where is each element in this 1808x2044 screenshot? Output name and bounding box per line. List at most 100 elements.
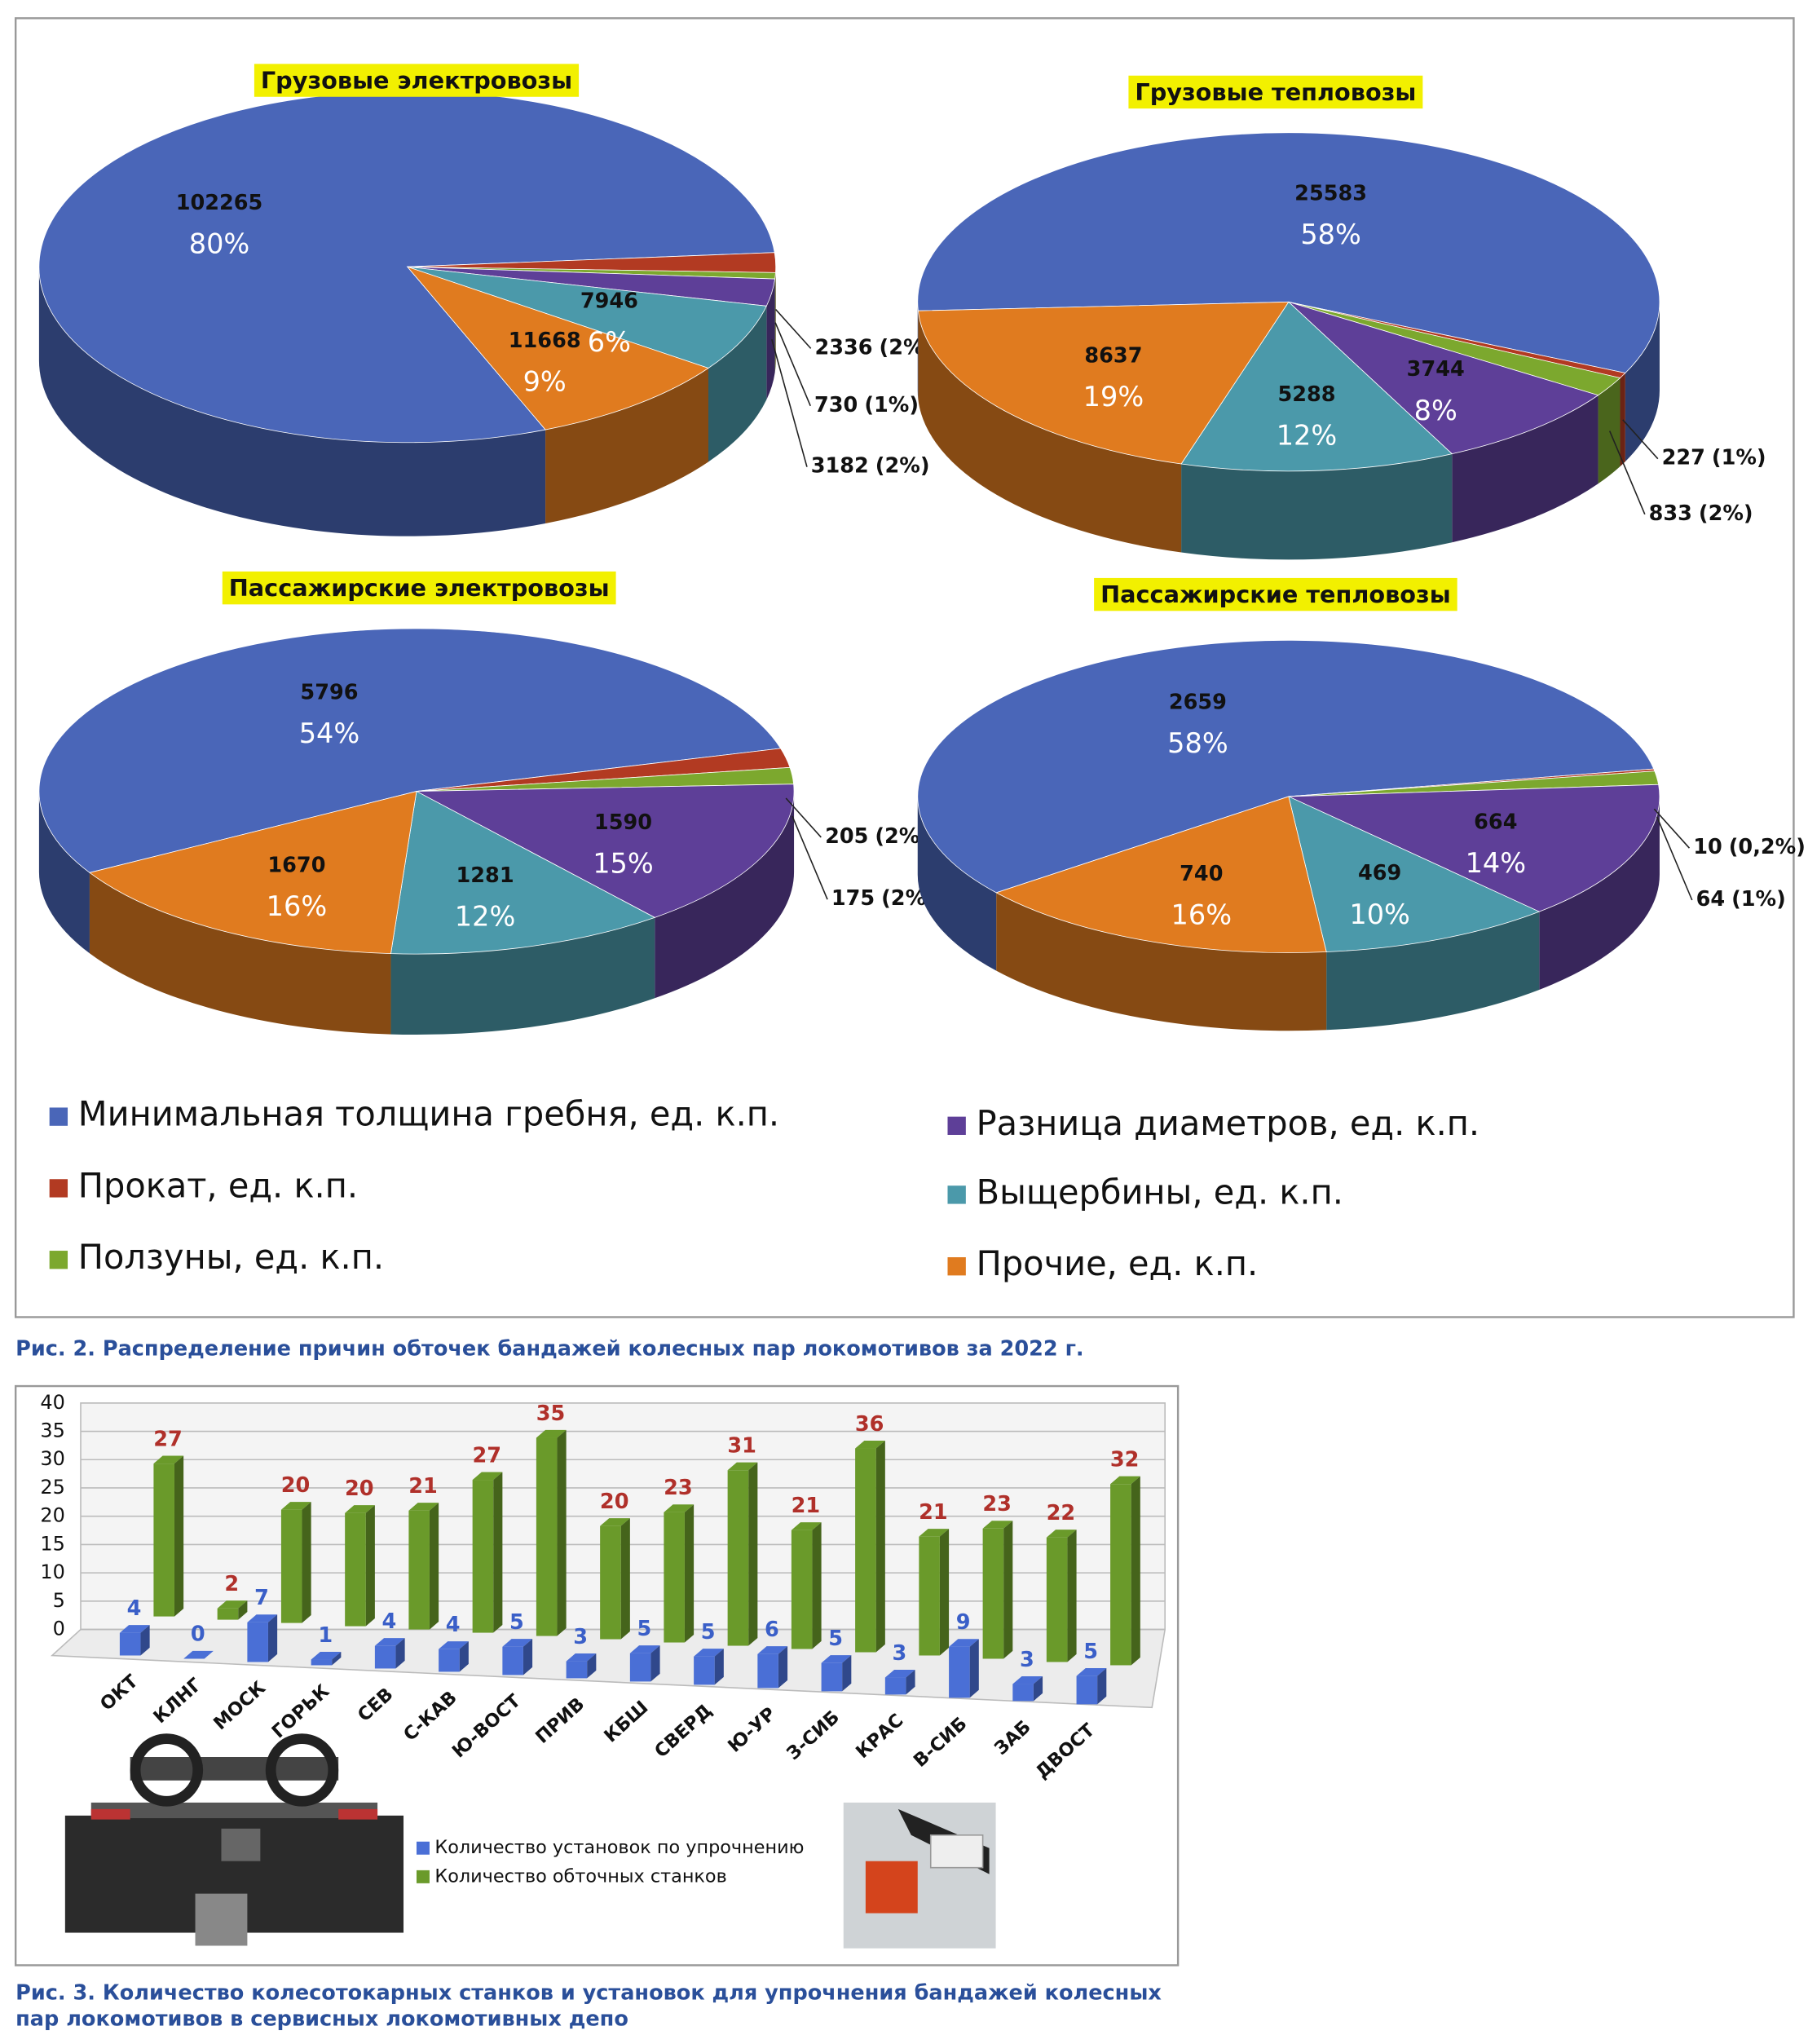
bar — [502, 1647, 523, 1675]
legend-label: Прокат, ед. к.п. — [78, 1165, 358, 1205]
pie-value-label: 175 — [831, 886, 875, 911]
pie-percent-label: 9% — [523, 366, 567, 398]
bar-value-label: 3 — [1020, 1648, 1034, 1672]
bar-side — [970, 1639, 979, 1697]
pie-value-label: 740 — [1180, 862, 1223, 886]
pie-title: Грузовые электровозы — [261, 67, 572, 95]
bar-value-label: 36 — [855, 1412, 884, 1437]
bar — [1047, 1538, 1068, 1662]
legend-label: Разница диаметров, ед. к.п. — [977, 1103, 1479, 1143]
bar-side — [1131, 1477, 1140, 1666]
legend-swatch — [417, 1842, 430, 1855]
bar-value-label: 5 — [637, 1617, 652, 1641]
bar-value-label: 21 — [408, 1474, 438, 1499]
caption: пар локомотивов в сервисных локомотивных… — [15, 2006, 628, 2031]
bar-value-label: 20 — [345, 1477, 374, 1501]
y-tick-label: 40 — [40, 1391, 64, 1414]
bar — [473, 1480, 494, 1632]
pie-percent-label: 58% — [1300, 219, 1361, 250]
bar-value-label: 0 — [191, 1622, 205, 1647]
pie-value-label: 5796 — [300, 680, 358, 704]
bar-side — [557, 1430, 566, 1636]
bar-value-label: 35 — [536, 1402, 566, 1426]
bar-value-label: 23 — [664, 1476, 693, 1500]
y-tick-label: 15 — [40, 1532, 64, 1555]
bar-value-label: 6 — [765, 1618, 779, 1642]
pie-value-label: 2336 — [814, 335, 872, 360]
pie-value-label: 3182 — [811, 454, 869, 479]
pie-percent-label: 16% — [267, 890, 328, 922]
bar-side — [493, 1472, 502, 1632]
bar-value-label: 20 — [600, 1490, 629, 1514]
pie-percent-label: 58% — [1167, 727, 1228, 759]
bar-value-label: 21 — [792, 1494, 821, 1518]
bar — [855, 1449, 876, 1653]
bar — [408, 1511, 430, 1630]
pie-value-label: 469 — [1358, 861, 1401, 885]
legend-swatch — [947, 1257, 965, 1275]
bar — [439, 1649, 460, 1672]
bar-side — [302, 1502, 311, 1622]
bar — [218, 1609, 239, 1620]
pie-value-label: 8637 — [1084, 344, 1142, 369]
legend-swatch — [50, 1107, 68, 1125]
pie-percent-label: (2%) — [875, 454, 930, 479]
bar-side — [430, 1503, 439, 1629]
pie-slice-side — [918, 302, 919, 399]
bar-side — [1067, 1530, 1076, 1662]
bar — [822, 1663, 843, 1692]
pie-value-label: 64 — [1696, 887, 1726, 912]
pie-value-label: 5288 — [1277, 382, 1335, 407]
bar — [949, 1647, 970, 1697]
pie-percent-label: (0,2%) — [1729, 835, 1806, 859]
bar — [757, 1654, 778, 1689]
legend-label: Ползуны, ед. к.п. — [78, 1237, 384, 1277]
legend-label: Количество установок по упрочнению — [434, 1837, 804, 1858]
pie-percent-label: 15% — [593, 848, 654, 880]
bar — [600, 1526, 621, 1640]
bar-value-label: 23 — [982, 1492, 1012, 1516]
bar — [247, 1622, 268, 1662]
bar-value-label: 20 — [281, 1473, 311, 1498]
pie-percent-label: (1%) — [1712, 446, 1766, 470]
bar — [792, 1530, 813, 1649]
y-tick-label: 35 — [40, 1419, 64, 1442]
legend-label: Минимальная толщина гребня, ед. к.п. — [78, 1094, 779, 1134]
bar — [919, 1537, 940, 1656]
legend-swatch — [947, 1185, 965, 1203]
pie-value-label: 102265 — [176, 191, 263, 215]
bar-side — [940, 1529, 949, 1655]
bar-value-label: 4 — [382, 1609, 397, 1634]
bar — [1110, 1484, 1131, 1665]
pie-title: Грузовые тепловозы — [1135, 78, 1416, 106]
legend-swatch — [947, 1117, 965, 1135]
bar-value-label: 21 — [919, 1500, 948, 1525]
legend-swatch — [417, 1870, 430, 1883]
y-tick-label: 20 — [40, 1504, 64, 1527]
pie-percent-label: 54% — [299, 717, 360, 749]
bar-value-label: 1 — [318, 1623, 333, 1648]
pie-percent-label: (1%) — [1731, 887, 1786, 912]
pie-percent-label: 19% — [1083, 381, 1144, 413]
bar-side — [748, 1463, 757, 1646]
bar-value-label: 4 — [127, 1596, 142, 1621]
pie-value-label: 1590 — [594, 810, 652, 835]
pie-percent-label: 14% — [1466, 847, 1527, 879]
bar-value-label: 5 — [509, 1610, 524, 1635]
pie-value-label: 833 — [1649, 501, 1692, 526]
bar — [536, 1438, 558, 1636]
pie-value-label: 2659 — [1169, 690, 1227, 714]
pie-slice-side — [1620, 373, 1625, 467]
bar — [567, 1662, 588, 1679]
y-tick-label: 25 — [40, 1476, 64, 1499]
pie-value-label: 227 — [1662, 446, 1705, 470]
bar — [153, 1463, 174, 1616]
pie-value-label: 25583 — [1294, 182, 1367, 206]
bar-value-label: 3 — [893, 1641, 907, 1666]
y-tick-label: 5 — [53, 1589, 65, 1612]
legend-label: Выщербины, ед. к.п. — [977, 1172, 1343, 1212]
bar-side — [812, 1522, 821, 1649]
bar — [664, 1512, 685, 1643]
